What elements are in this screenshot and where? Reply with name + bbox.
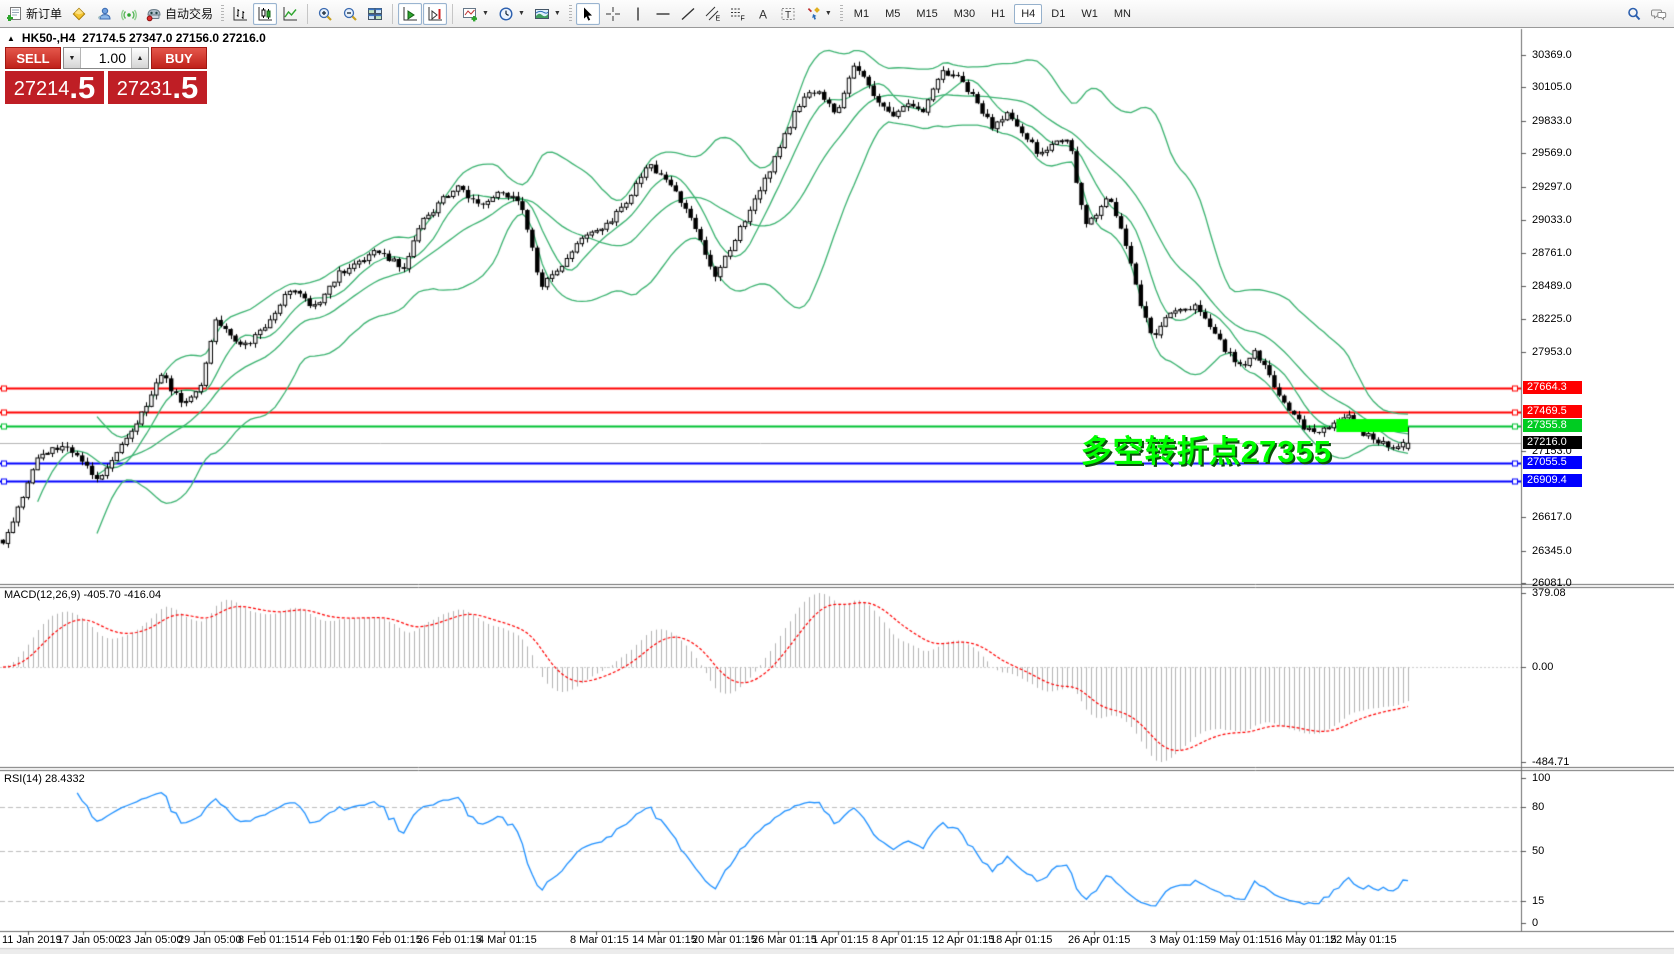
zoom-in-icon	[318, 7, 332, 21]
clock-icon	[499, 6, 513, 21]
trendline-tool-button[interactable]	[676, 3, 700, 25]
sell-price-fraction: .5	[69, 70, 96, 105]
chat-bubbles-icon	[1651, 9, 1667, 20]
arrows-caret-icon: ▼	[824, 10, 832, 17]
equidistant-channel-tool-button[interactable]: E	[701, 3, 725, 25]
fibonacci-icon: F	[730, 8, 745, 22]
sell-price-main: 27214	[13, 78, 70, 100]
timeframe-group: M1 M5 M15 M30 H1 H4 D1 W1 MN	[847, 3, 1138, 24]
autotrading-button[interactable]: 自动交易	[142, 3, 217, 25]
sell-button[interactable]: SELL	[5, 47, 61, 69]
signals-button[interactable]	[117, 3, 141, 25]
timeframe-button-m30[interactable]: M30	[953, 7, 976, 20]
indicators-caret-icon: ▼	[482, 10, 489, 17]
one-click-panel-toggle[interactable]: ▲	[7, 33, 15, 43]
tile-windows-button[interactable]	[363, 3, 387, 25]
timeframe-button-m5[interactable]: M5	[885, 7, 901, 20]
templates-button[interactable]: ▼	[530, 3, 565, 25]
chart-candles-button[interactable]	[253, 2, 278, 25]
zoom-out-icon	[343, 7, 357, 21]
template-icon	[534, 8, 549, 19]
indicators-button[interactable]: ▼	[458, 3, 493, 25]
timeframe-button-mn[interactable]: MN	[1113, 7, 1131, 20]
timeframe-button-d1[interactable]: D1	[1051, 7, 1066, 20]
cursor-tool-button[interactable]	[575, 2, 600, 25]
horizontal-line-tool-button[interactable]	[651, 3, 675, 25]
candlestick-chart-icon	[258, 6, 273, 20]
one-click-trading-panel: SELL ▼ 1.00 ▲ BUY 27214 .5 27231 .5	[5, 47, 207, 104]
new-order-label: 新订单	[26, 7, 63, 21]
timeframe-button-h4[interactable]: H4	[1014, 3, 1043, 24]
line-chart-icon	[283, 6, 298, 20]
svg-text:A: A	[759, 7, 767, 21]
volume-input[interactable]: 1.00	[98, 50, 126, 66]
periods-button[interactable]: ▼	[494, 3, 529, 25]
bar-chart-icon	[233, 6, 248, 20]
timeframe-button-w1[interactable]: W1	[1081, 7, 1098, 20]
chart-bars-button[interactable]	[228, 3, 252, 25]
timeframe-button-h1[interactable]: H1	[991, 7, 1006, 20]
crosshair-tool-button[interactable]	[601, 3, 625, 25]
indicators-icon	[463, 7, 478, 21]
auto-scroll-icon	[403, 6, 418, 20]
chart-shift-icon	[428, 6, 443, 20]
cursor-arrow-icon	[583, 7, 592, 21]
volume-increase-button[interactable]: ▲	[131, 48, 148, 68]
svg-text:F: F	[740, 15, 744, 22]
tile-windows-icon	[368, 7, 383, 20]
svg-text:E: E	[715, 15, 720, 22]
autotrading-label: 自动交易	[165, 7, 214, 21]
chat-button[interactable]	[1647, 3, 1671, 25]
market-button[interactable]	[67, 3, 91, 25]
volume-stepper: ▼ 1.00 ▲	[63, 47, 149, 69]
periods-caret-icon: ▼	[517, 10, 525, 17]
toolbar-drag-handle[interactable]	[568, 4, 572, 23]
auto-scroll-button[interactable]	[398, 2, 423, 25]
autotrading-robot-icon	[146, 8, 161, 21]
templates-caret-icon: ▼	[553, 10, 561, 17]
person-icon	[98, 7, 111, 19]
volume-decrease-button[interactable]: ▼	[64, 48, 81, 68]
buy-button[interactable]: BUY	[151, 47, 207, 69]
arrows-tool-button[interactable]: ▼	[801, 3, 836, 25]
zoom-in-button[interactable]	[313, 3, 337, 25]
gold-diamond-icon	[72, 7, 86, 20]
text-icon: A	[759, 7, 767, 21]
crosshair-icon	[605, 6, 620, 21]
vertical-line-tool-button[interactable]	[626, 3, 650, 25]
community-button[interactable]	[92, 3, 116, 25]
arrows-icon	[807, 6, 820, 20]
svg-text:T: T	[785, 9, 791, 20]
chart-line-button[interactable]	[278, 3, 302, 25]
channel-icon: E	[705, 6, 720, 22]
signals-radar-icon	[121, 9, 137, 20]
toolbar-drag-handle[interactable]	[221, 4, 225, 23]
timeframe-button-m15[interactable]: M15	[916, 7, 938, 20]
sell-price-display[interactable]: 27214 .5	[5, 71, 104, 104]
text-tool-button[interactable]: A	[751, 3, 775, 25]
chart-symbol-period: HK50-,H4	[21, 31, 76, 45]
vertical-line-icon	[637, 7, 639, 20]
chart-shift-button[interactable]	[423, 2, 448, 25]
buy-price-fraction: .5	[172, 70, 199, 105]
search-icon	[1628, 7, 1641, 20]
zoom-out-button[interactable]	[338, 3, 362, 25]
buy-price-main: 27231	[116, 78, 173, 100]
toolbar-drag-handle[interactable]	[839, 4, 843, 23]
buy-price-display[interactable]: 27231 .5	[108, 71, 207, 104]
new-order-button[interactable]: 新订单	[3, 3, 66, 25]
chart-title: ▲ HK50-,H4 27174.5 27347.0 27156.0 27216…	[7, 31, 266, 45]
timeframe-button-m1[interactable]: M1	[853, 7, 870, 20]
text-label-icon: T	[781, 7, 795, 20]
trendline-icon	[681, 7, 695, 20]
text-label-tool-button[interactable]: T	[776, 3, 800, 25]
chart-ohlc-values: 27174.5 27347.0 27156.0 27216.0	[82, 31, 266, 45]
new-order-icon	[7, 6, 21, 21]
fibonacci-tool-button[interactable]: F	[726, 3, 750, 25]
search-button[interactable]	[1622, 3, 1646, 25]
horizontal-line-icon	[656, 12, 670, 15]
toolbar: 新订单 自动交易	[0, 0, 1674, 28]
